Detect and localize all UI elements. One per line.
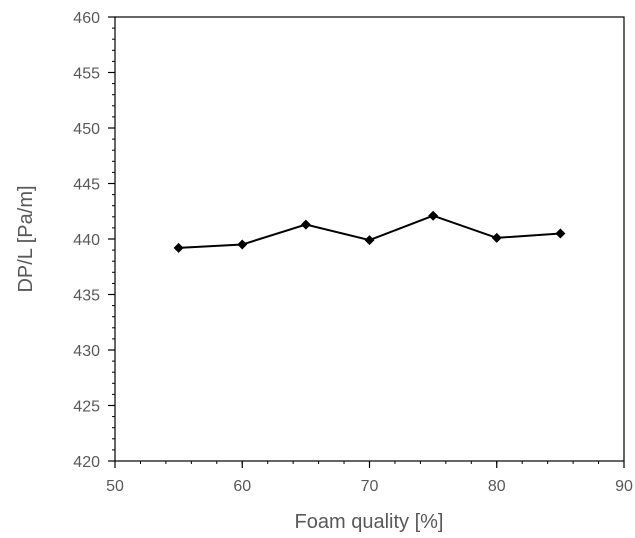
y-axis-ticks — [108, 16, 115, 462]
y-tick-label: 430 — [73, 343, 100, 360]
y-tick-label: 440 — [73, 232, 100, 249]
x-axis-ticks — [114, 461, 625, 468]
data-point-marker — [300, 219, 311, 230]
data-point-marker — [173, 242, 184, 253]
data-point-marker — [364, 235, 375, 246]
x-axis-tick-labels: 50 60 70 80 90 — [106, 478, 633, 495]
y-axis-title: DP/L [Pa/m] — [15, 185, 37, 292]
series-group — [173, 210, 566, 253]
y-tick-label: 435 — [73, 288, 100, 305]
y-tick-label: 455 — [73, 66, 100, 83]
y-tick-label: 460 — [73, 10, 100, 27]
y-tick-label: 420 — [73, 454, 100, 471]
y-tick-label: 450 — [73, 121, 100, 138]
y-tick-label: 425 — [73, 399, 100, 416]
x-tick-label: 60 — [233, 478, 251, 495]
x-tick-label: 50 — [106, 478, 124, 495]
x-tick-label: 70 — [361, 478, 379, 495]
data-point-marker — [491, 232, 502, 243]
data-point-marker — [428, 210, 439, 221]
data-point-marker — [555, 228, 566, 239]
y-tick-label: 445 — [73, 177, 100, 194]
y-axis-tick-labels: 420 425 430 435 440 445 450 455 460 — [73, 10, 100, 471]
data-point-marker — [237, 239, 248, 250]
x-tick-label: 80 — [488, 478, 506, 495]
x-tick-label: 90 — [615, 478, 633, 495]
x-axis-title: Foam quality [%] — [295, 511, 444, 533]
